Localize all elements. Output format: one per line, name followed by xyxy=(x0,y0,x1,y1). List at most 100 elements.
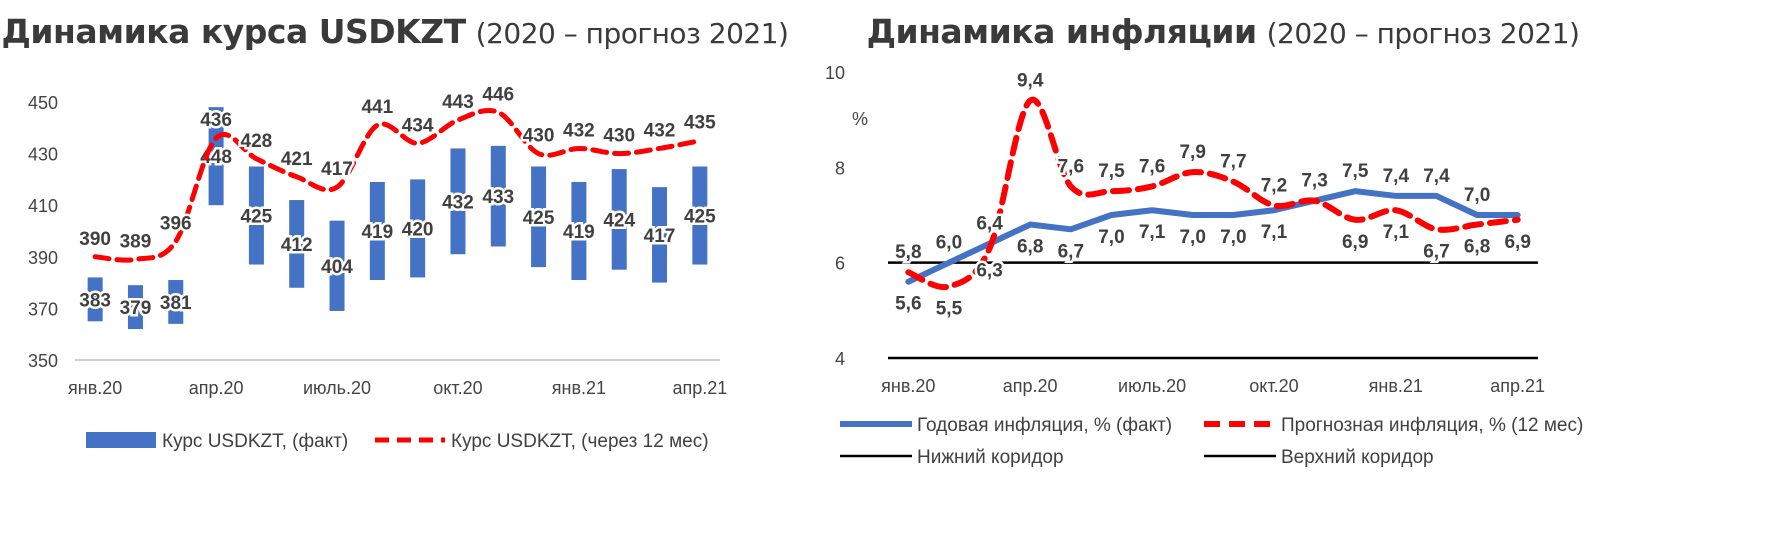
usdkzt-forecast-label: 396 xyxy=(160,213,192,234)
usdkzt-forecast-label: 436 xyxy=(200,110,232,131)
y-tick-label: 450 xyxy=(28,93,58,113)
legend-label-upper-corridor: Верхний коридор xyxy=(1281,447,1434,468)
inflation-chart: 4 6 8 10% янв.20 апр.20 июль.20 окт.20 янв.21 апр… xyxy=(825,63,1583,468)
inflation-forecast-label: 6,3 xyxy=(976,260,1002,281)
usdkzt-forecast-label: 430 xyxy=(523,126,555,147)
usdkzt-forecast-label: 441 xyxy=(361,97,393,118)
x-tick-label: янв.20 xyxy=(68,378,122,398)
usdkzt-bar xyxy=(611,169,627,270)
usdkzt-bar xyxy=(87,277,103,322)
legend-label-forecast-inflation: Прогнозная инфляция, % (12 мес) xyxy=(1281,415,1583,436)
usdkzt-bar-label: 417 xyxy=(644,226,676,247)
inflation-forecast-label: 7,1 xyxy=(1383,222,1410,243)
usdkzt-forecast-line xyxy=(92,107,703,263)
inflation-forecast-label: 6,8 xyxy=(1464,237,1490,258)
y-tick-label: 8 xyxy=(835,158,845,178)
inflation-fact-label: 6,0 xyxy=(936,233,962,254)
usdkzt-chart: 350 370 390 410 430 450 янв.20 апр.20 июль.20 окт… xyxy=(28,82,727,452)
usdkzt-bar xyxy=(248,166,264,265)
inflation-forecast-label: 7,6 xyxy=(1139,156,1165,177)
usdkzt-forecast-label: 446 xyxy=(482,84,514,105)
y-tick-label: 410 xyxy=(28,196,58,216)
usdkzt-forecast-label: 417 xyxy=(321,159,353,180)
usdkzt-bar-label: 448 xyxy=(200,147,232,168)
usdkzt-bar-label: 420 xyxy=(402,219,434,240)
inflation-fact-label: 7,4 xyxy=(1423,166,1450,187)
usdkzt-bar xyxy=(410,179,426,278)
usdkzt-chart-panel: Динамика курса USDKZT (2020 – прогноз 20… xyxy=(0,0,790,539)
usdkzt-forecast-label: 432 xyxy=(644,120,676,141)
y-tick-label: 430 xyxy=(28,145,58,165)
usdkzt-bar xyxy=(571,181,587,281)
usdkzt-forecast-label: 428 xyxy=(241,131,273,152)
y-tick-label: 350 xyxy=(28,351,58,371)
inflation-chart-panel: Динамика инфляции (2020 – прогноз 2021) … xyxy=(800,0,1786,539)
inflation-fact-label: 6,4 xyxy=(976,214,1003,235)
usdkzt-bar xyxy=(329,220,345,311)
inflation-forecast-label: 6,9 xyxy=(1342,232,1368,253)
inflation-fact-label: 7,1 xyxy=(1261,222,1288,243)
usdkzt-bar-label: 379 xyxy=(120,298,152,319)
usdkzt-bar xyxy=(531,166,547,268)
usdkzt-bar xyxy=(490,145,506,247)
inflation-fact-label: 7,0 xyxy=(1098,227,1124,248)
inflation-fact-label: 6,8 xyxy=(1017,237,1043,258)
x-tick-label: окт.20 xyxy=(1249,376,1298,396)
inflation-forecast-label: 5,8 xyxy=(895,242,921,263)
y-tick-label: 370 xyxy=(28,299,58,319)
usdkzt-forecast-label: 389 xyxy=(120,231,152,252)
usdkzt-bar-label: 383 xyxy=(79,290,111,311)
y-tick-label: 4 xyxy=(835,349,845,369)
y-axis-unit-label: % xyxy=(852,109,868,129)
usdkzt-forecast-label: 421 xyxy=(281,149,313,170)
inflation-forecast-label: 5,5 xyxy=(936,299,963,320)
inflation-fact-line xyxy=(905,188,1521,285)
inflation-title-sub: (2020 – прогноз 2021) xyxy=(1266,17,1580,50)
usdkzt-bar xyxy=(652,187,668,283)
inflation-fact-label: 7,0 xyxy=(1220,227,1246,248)
usdkzt-chart-title: Динамика курса USDKZT (2020 – прогноз 20… xyxy=(0,12,790,51)
x-tick-label: июль.20 xyxy=(1118,376,1186,396)
usdkzt-bar xyxy=(127,285,143,330)
inflation-fact-label: 6,7 xyxy=(1058,241,1084,262)
x-tick-label: янв.21 xyxy=(1369,376,1423,396)
usdkzt-bar xyxy=(208,107,224,206)
usdkzt-forecast-label: 430 xyxy=(603,126,635,147)
usdkzt-bar-label: 419 xyxy=(563,222,595,243)
inflation-fact-label: 7,4 xyxy=(1383,166,1410,187)
x-tick-label: апр.21 xyxy=(1490,376,1545,396)
inflation-forecast-label: 9,4 xyxy=(1017,71,1044,92)
usdkzt-title-main: Динамика курса USDKZT xyxy=(1,12,467,51)
usdkzt-bar-label: 404 xyxy=(321,257,353,278)
usdkzt-bar-label: 425 xyxy=(684,207,716,228)
inflation-forecast-label: 7,9 xyxy=(1179,142,1205,163)
usdkzt-bar xyxy=(692,166,708,265)
x-tick-label: янв.21 xyxy=(552,378,606,398)
legend-label-fact: Курс USDKZT, (факт) xyxy=(162,431,348,452)
usdkzt-forecast-label: 434 xyxy=(402,115,434,136)
usdkzt-bar-label: 419 xyxy=(361,222,393,243)
inflation-fact-label: 7,0 xyxy=(1464,185,1490,206)
inflation-forecast-line xyxy=(905,96,1521,291)
inflation-forecast-label: 7,7 xyxy=(1220,152,1246,173)
inflation-fact-label: 7,3 xyxy=(1301,171,1327,192)
y-tick-label: 10 xyxy=(825,63,845,83)
inflation-fact-label: 5,6 xyxy=(895,294,921,315)
x-tick-label: окт.20 xyxy=(433,378,482,398)
x-tick-label: апр.21 xyxy=(672,378,727,398)
usdkzt-bar xyxy=(450,148,466,255)
x-tick-label: апр.20 xyxy=(1003,376,1058,396)
inflation-title-main: Динамика инфляции xyxy=(866,12,1258,51)
usdkzt-forecast-label: 435 xyxy=(684,113,716,134)
inflation-chart-title: Динамика инфляции (2020 – прогноз 2021) xyxy=(860,12,1586,51)
x-tick-label: апр.20 xyxy=(189,378,244,398)
usdkzt-bar xyxy=(369,181,385,281)
inflation-forecast-label: 7,5 xyxy=(1098,161,1125,182)
inflation-fact-label: 7,5 xyxy=(1342,161,1369,182)
legend-label-fact-inflation: Годовая инфляция, % (факт) xyxy=(917,415,1172,436)
inflation-forecast-label: 6,9 xyxy=(1504,232,1530,253)
usdkzt-bar xyxy=(168,280,184,324)
usdkzt-bar-label: 425 xyxy=(523,208,555,229)
y-tick-label: 390 xyxy=(28,248,58,268)
y-tick-label: 6 xyxy=(835,254,845,274)
